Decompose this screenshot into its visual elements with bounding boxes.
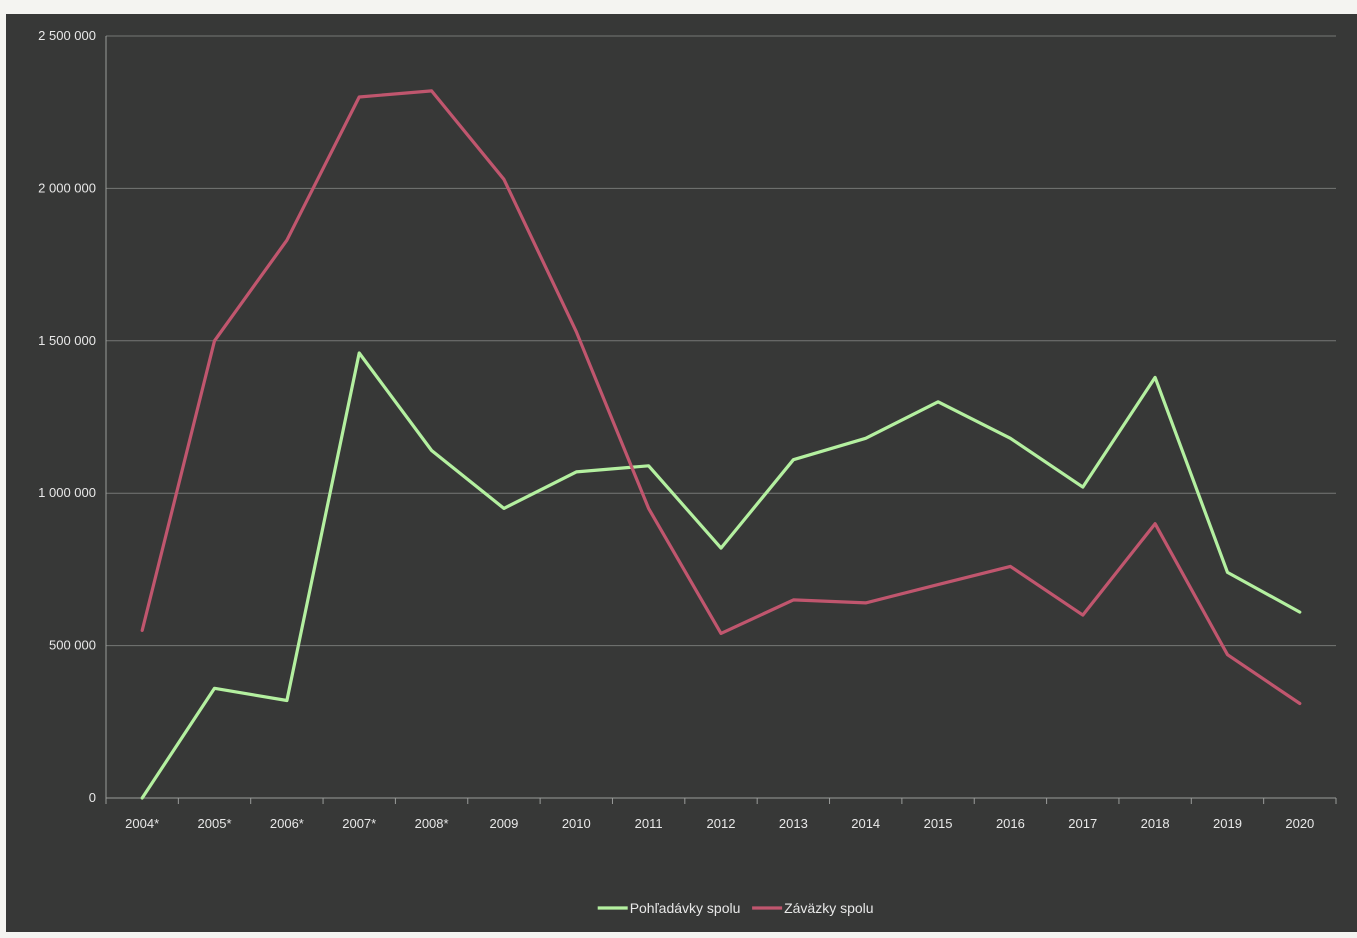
x-tick-label: 2020 [1285,816,1314,831]
x-tick-label: 2018 [1141,816,1170,831]
x-tick-label: 2011 [635,816,663,831]
y-tick-label: 1 000 000 [38,485,96,500]
series-lines [140,89,1302,800]
gridlines [106,35,1336,647]
y-tick-label: 2 000 000 [38,180,96,195]
x-tick-label: 2013 [779,816,808,831]
y-tick-label: 500 000 [49,638,96,653]
legend-label-2: Záväzky spolu [784,900,873,916]
x-tick-label: 2010 [562,816,591,831]
axes [105,36,1337,804]
x-tick-label: 2005* [198,816,232,831]
x-tick-label: 2007* [342,816,376,831]
legend-label-1: Pohľadávky spolu [630,900,741,916]
x-tick-labels: 2004* 2005* 2006* 2007* 2008* 2009 2010 2011 201… [125,816,1314,831]
series-line-1 [140,351,1302,800]
x-tick-label: 2016 [996,816,1025,831]
x-tick-label: 2014 [851,816,880,831]
y-tick-labels: 0 500 000 1 000 000 1 500 000 2 000 000 2 500… [38,28,96,805]
y-tick-label: 1 500 000 [38,333,96,348]
x-tick-label: 2009 [489,816,518,831]
x-tick-label: 2006* [270,816,304,831]
x-tick-label: 2015 [924,816,953,831]
x-tick-label: 2008* [415,816,449,831]
y-tick-label: 2 500 000 [38,28,96,43]
chart-panel [6,14,1357,932]
x-tick-label: 2019 [1213,816,1242,831]
x-tick-label: 2017 [1068,816,1097,831]
x-tick-label: 2004* [125,816,159,831]
series-line-2 [140,89,1302,706]
legend: Pohľadávky spolu Záväzky spolu [597,900,874,916]
x-tick-label: 2012 [707,816,736,831]
y-tick-label: 0 [89,790,96,805]
